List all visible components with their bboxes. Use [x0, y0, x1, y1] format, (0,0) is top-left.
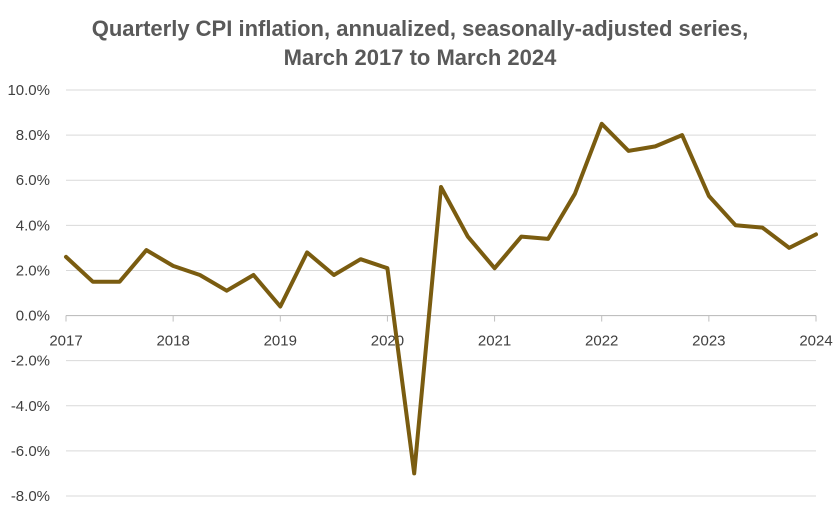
chart-title-line-2: March 2017 to March 2024 [283, 45, 557, 70]
y-tick-label: -6.0% [11, 443, 50, 460]
y-tick-label: 2.0% [16, 262, 50, 279]
x-tick-label: 2018 [156, 333, 189, 350]
x-tick-label: 2019 [264, 333, 297, 350]
x-tick-label: 2017 [49, 333, 82, 350]
x-tick-label: 2023 [692, 333, 725, 350]
y-tick-label: 0.0% [16, 308, 50, 325]
chart-title: Quarterly CPI inflation, annualized, sea… [0, 14, 840, 72]
y-tick-label: 10.0% [7, 82, 50, 99]
chart-title-line-1: Quarterly CPI inflation, annualized, sea… [91, 16, 749, 41]
y-tick-label: 4.0% [16, 217, 50, 234]
y-tick-label: -2.0% [11, 353, 50, 370]
y-tick-label: -8.0% [11, 488, 50, 505]
y-tick-label: 6.0% [16, 172, 50, 189]
y-tick-label: 8.0% [16, 127, 50, 144]
y-tick-label: -4.0% [11, 398, 50, 415]
x-tick-label: 2024 [799, 333, 832, 350]
x-tick-label: 2022 [585, 333, 618, 350]
x-tick-label: 2021 [478, 333, 511, 350]
series-line [64, 121, 818, 476]
